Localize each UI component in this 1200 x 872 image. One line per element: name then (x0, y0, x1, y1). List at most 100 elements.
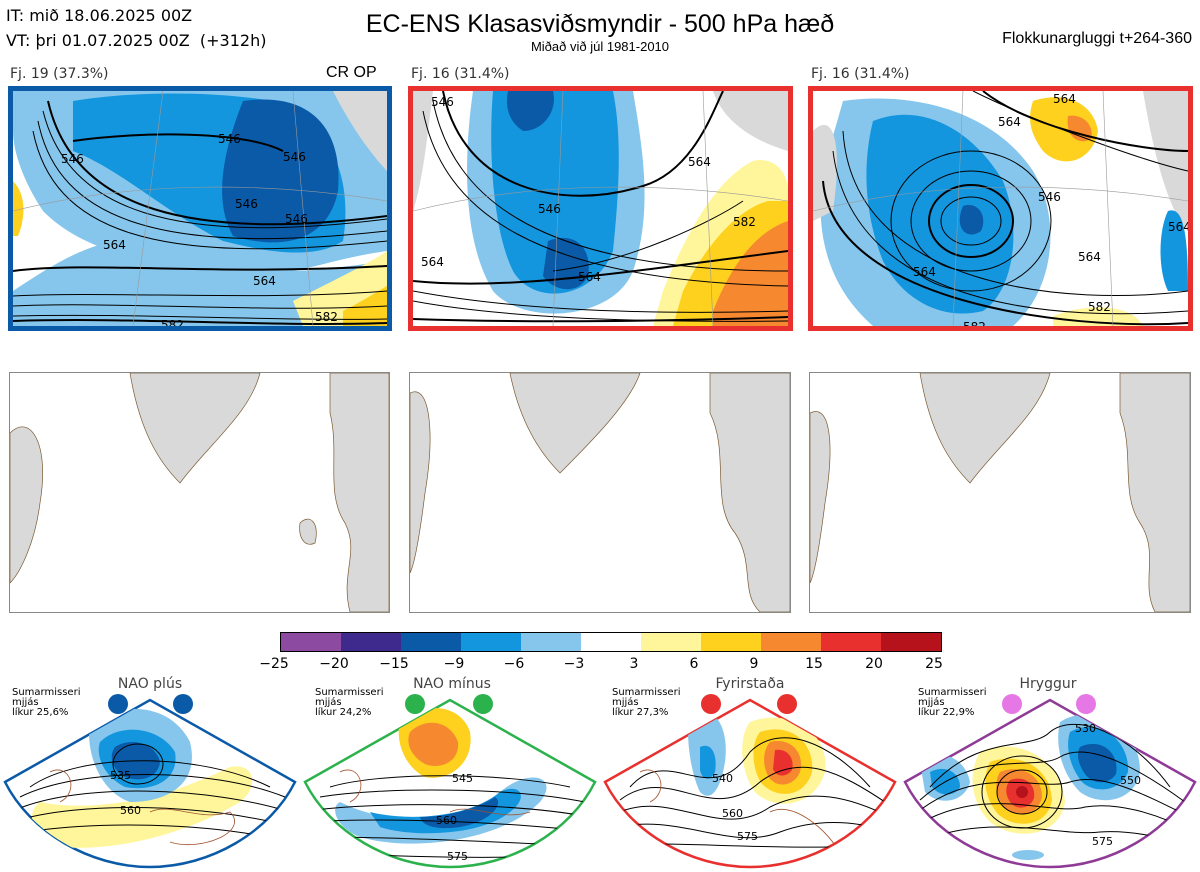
cluster-2-contour-label: 564 (421, 255, 444, 269)
cluster-3-contour-label: 564 (1168, 220, 1188, 234)
colorbar-swatch (701, 633, 761, 651)
cluster-1-map: 546 546 546 546 564 564 582 582 546 (8, 86, 392, 331)
cluster-3-contour-label: 546 (1038, 190, 1061, 204)
colorbar-tick: 25 (925, 656, 943, 672)
regime-1-marker (108, 694, 128, 714)
regime-basis: mjjás (315, 697, 342, 708)
colorbar-tick: 6 (689, 656, 699, 672)
regime-season: Sumarmisseri (918, 687, 987, 698)
regime-4-title: Hryggur (1019, 676, 1077, 692)
regime-contour-label: 560 (722, 807, 743, 820)
colorbar-tick: 9 (749, 656, 759, 672)
page-subtitle: Miðað við júl 1981-2010 (530, 39, 670, 54)
regime-contour-label: 545 (452, 772, 473, 785)
colorbar-swatch (761, 633, 821, 651)
colorbar-tick: −3 (563, 656, 585, 672)
regime-probability: líkur 27,3% (612, 707, 669, 718)
regime-3-marker (701, 694, 721, 714)
cluster-3-contour-label: 564 (1078, 250, 1101, 264)
cluster-3-contour-label: 564 (1053, 92, 1076, 106)
cluster-1-contour-label: 582 (161, 318, 184, 326)
regime-2-map: 545 560 575 (303, 694, 597, 869)
regime-basis: mjjás (918, 697, 945, 708)
regime-contour-label: 535 (110, 769, 131, 782)
regime-probability: líkur 22,9% (918, 707, 975, 718)
regime-contour-label: 560 (436, 814, 457, 827)
regime-3-info: Sumarmisseri mjjás líkur 27,3% (612, 688, 692, 718)
colorbar-swatch (581, 633, 641, 651)
cluster-3-contour-label: 564 (998, 115, 1021, 129)
colorbar-tick: −15 (379, 656, 409, 672)
cluster-1-label: Fj. 19 (37.3%) (10, 66, 109, 82)
colorbar-swatch (821, 633, 881, 651)
colorbar-swatch (401, 633, 461, 651)
cluster-2-contour-label: 582 (733, 215, 756, 229)
regime-probability: líkur 24,2% (315, 707, 372, 718)
colorbar-swatch (281, 633, 341, 651)
regime-2-info: Sumarmisseri mjjás líkur 24,2% (315, 688, 395, 718)
init-time: IT: mið 18.06.2025 00Z (6, 6, 193, 25)
cluster-2-contour-label: 546 (431, 95, 454, 109)
regime-1-marker (173, 694, 193, 714)
colorbar-swatch (341, 633, 401, 651)
colorbar-swatch (461, 633, 521, 651)
colorbar-swatch (881, 633, 941, 651)
regime-contour-label: 540 (712, 772, 733, 785)
colorbar-swatch (641, 633, 701, 651)
regime-1-title: NAO plús (117, 676, 183, 692)
regime-probability: líkur 25,6% (12, 707, 69, 718)
cluster-3-map: 564 564 546 564 564 582 582 564 (808, 86, 1193, 331)
cluster-1-contour-label: 546 (285, 212, 308, 226)
regime-4-map: 530 550 575 (903, 694, 1197, 869)
cluster-2-contour-label: 564 (688, 155, 711, 169)
cluster-1-contour-label: 546 (283, 150, 306, 164)
regime-4-info: Sumarmisseri mjjás líkur 22,9% (918, 688, 998, 718)
cluster-1-tag: CR OP (326, 64, 377, 81)
empty-map-1 (9, 372, 390, 613)
colorbar-tick: 20 (865, 656, 883, 672)
colorbar-tick: 15 (805, 656, 823, 672)
regime-2-marker (405, 694, 425, 714)
regime-season: Sumarmisseri (12, 687, 81, 698)
cluster-1-contour-label: 546 (235, 197, 258, 211)
regime-contour-label: 575 (737, 830, 758, 843)
regime-contour-label: 560 (120, 804, 141, 817)
colorbar-tick: −6 (503, 656, 525, 672)
cluster-2-contour-label: 546 (538, 202, 561, 216)
empty-map-2 (409, 372, 791, 613)
colorbar (280, 632, 942, 652)
cluster-1-contour-label: 582 (315, 310, 338, 324)
regime-contour-label: 530 (1075, 722, 1096, 735)
cluster-3-label: Fj. 16 (31.4%) (811, 66, 910, 82)
classification-window: Flokkunargluggi t+264-360 (1002, 30, 1192, 47)
regime-2-title: NAO mínus (413, 676, 491, 692)
cluster-3-contour-label: 564 (913, 265, 936, 279)
colorbar-tick: 3 (629, 656, 639, 672)
regime-4-marker (1076, 694, 1096, 714)
cluster-3-contour-label: 582 (963, 320, 986, 326)
empty-map-3 (809, 372, 1191, 613)
colorbar-tick: −9 (443, 656, 465, 672)
page-title: EC-ENS Klasasviðsmyndir - 500 hPa hæð (365, 10, 835, 38)
regime-season: Sumarmisseri (612, 687, 681, 698)
regime-season: Sumarmisseri (315, 687, 384, 698)
regime-1-map: 535 560 (3, 694, 297, 869)
regime-3-marker (777, 694, 797, 714)
cluster-1-contour-label: 546 (61, 152, 84, 166)
regime-3-title: Fyrirstaða (715, 676, 785, 692)
colorbar-swatch (521, 633, 581, 651)
regime-basis: mjjás (612, 697, 639, 708)
regime-2-marker (473, 694, 493, 714)
cluster-2-map: 546 546 564 582 564 564 582 (408, 86, 793, 331)
regime-1-info: Sumarmisseri mjjás líkur 25,6% (12, 688, 92, 718)
cluster-1-contour-label: 564 (253, 274, 276, 288)
regime-4-marker (1002, 694, 1022, 714)
colorbar-tick: −25 (259, 656, 289, 672)
cluster-2-label: Fj. 16 (31.4%) (411, 66, 510, 82)
colorbar-tick: −20 (319, 656, 349, 672)
valid-time: VT: þri 01.07.2025 00Z (+312h) (6, 31, 267, 50)
regime-contour-label: 550 (1120, 774, 1141, 787)
cluster-2-contour-label: 564 (578, 270, 601, 284)
regime-contour-label: 575 (1092, 835, 1113, 848)
regime-basis: mjjás (12, 697, 39, 708)
